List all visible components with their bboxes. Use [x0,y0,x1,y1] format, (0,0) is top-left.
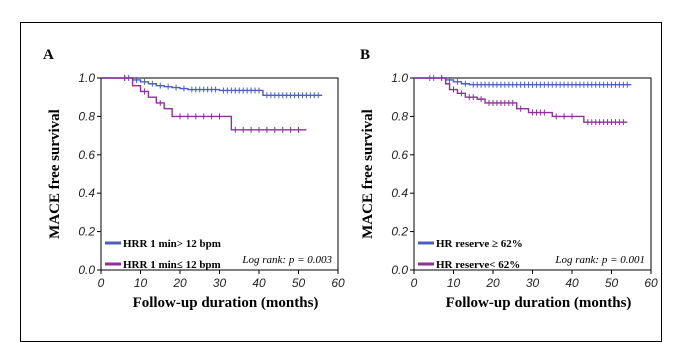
series-line-2 [101,77,307,131]
x-axis-label: Follow-up duration (months) [133,295,319,311]
y-axis-label: MACE free survival [360,109,376,239]
y-tick-label: 0.8 [391,109,408,123]
x-tick-label: 40 [252,276,266,290]
y-tick-label: 0.8 [78,109,95,123]
x-tick-label: 20 [172,276,187,290]
legend-entry: HR reserve ≥ 62% [436,238,523,250]
x-axis-label: Follow-up duration (months) [446,295,632,311]
y-tick-label: 0.6 [391,148,408,162]
y-tick-label: 0.6 [78,148,95,162]
x-tick-label: 10 [134,276,148,290]
panel-a: A 0.0 0.2 0.4 0.6 0.8 1.0 0 10 20 30 40 50 60 MACE fre… [43,47,345,311]
panel-label: B [360,47,370,63]
x-tick-label: 60 [644,276,658,290]
series-line-2 [414,77,628,123]
panel-label: A [43,47,54,63]
y-tick-label: 0.0 [391,263,408,277]
y-tick-label: 0.4 [78,186,95,200]
panel-b: B 0.0 0.2 0.4 0.6 0.8 1.0 0 10 20 30 40 50 60 MACE fre… [360,47,658,311]
y-tick-label: 1.0 [78,71,95,85]
y-tick-label: 1.0 [391,71,408,85]
legend-entry: HRR 1 min> 12 bpm [123,238,221,250]
x-tick-label: 40 [565,276,579,290]
x-tick-label: 30 [213,276,227,290]
series-line-1 [101,77,323,96]
x-tick-label: 60 [331,276,345,290]
x-tick-label: 0 [411,276,418,290]
x-tick-label: 50 [605,276,619,290]
x-tick-label: 20 [485,276,500,290]
y-tick-label: 0.2 [391,225,408,239]
x-tick-label: 50 [292,276,306,290]
km-survival-figure: A 0.0 0.2 0.4 0.6 0.8 1.0 0 10 20 30 40 50 60 MACE fre… [43,47,658,311]
y-axis-label: MACE free survival [47,109,63,239]
legend-entry: HRR 1 min≤ 12 bpm [123,259,221,271]
x-tick-label: 0 [98,276,105,290]
log-rank-annotation: Log rank: p = 0.003 [241,254,332,266]
x-tick-label: 10 [447,276,461,290]
y-tick-label: 0.0 [78,263,95,277]
y-tick-label: 0.4 [391,186,408,200]
y-tick-label: 0.2 [78,225,95,239]
x-tick-label: 30 [526,276,540,290]
log-rank-annotation: Log rank: p = 0.001 [554,254,645,266]
legend-entry: HR reserve< 62% [436,259,520,271]
figure-frame: A 0.0 0.2 0.4 0.6 0.8 1.0 0 10 20 30 40 50 60 MACE fre… [20,22,662,342]
